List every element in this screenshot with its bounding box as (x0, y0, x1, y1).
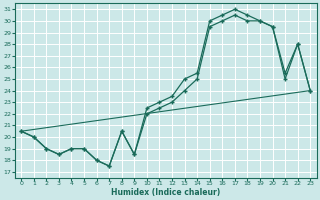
X-axis label: Humidex (Indice chaleur): Humidex (Indice chaleur) (111, 188, 220, 197)
